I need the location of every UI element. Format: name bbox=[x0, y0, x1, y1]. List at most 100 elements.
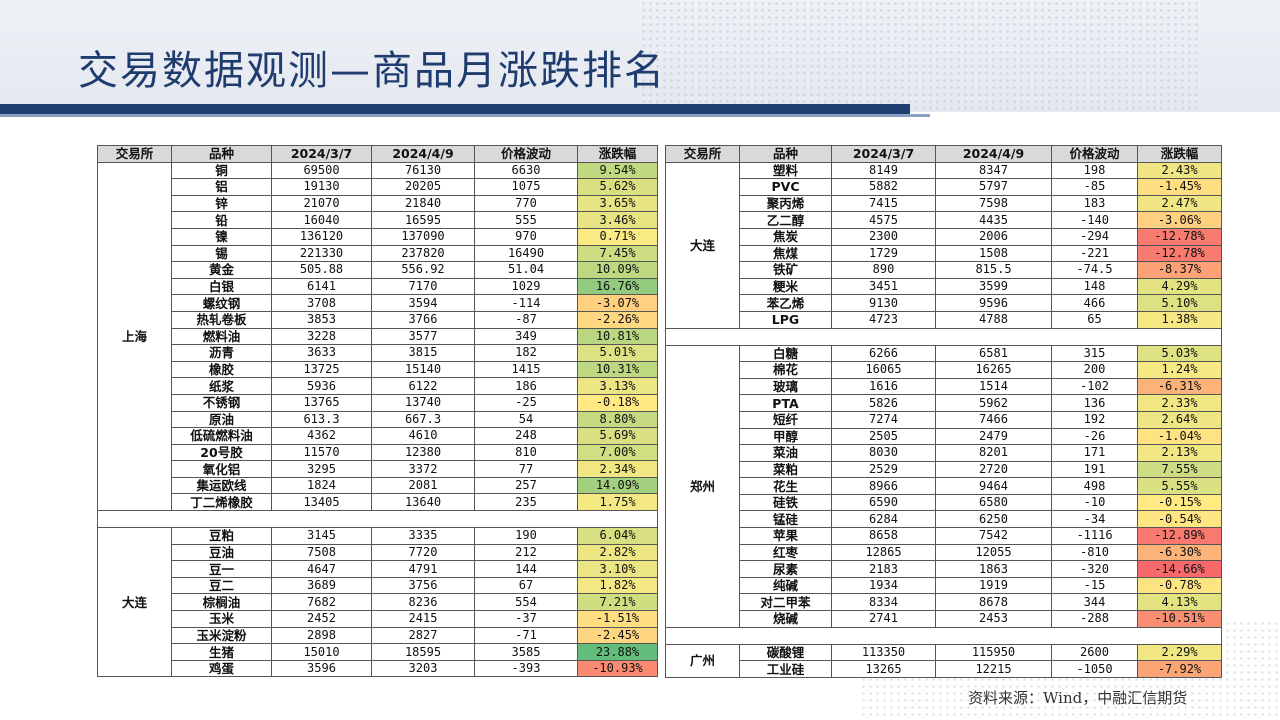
table-row: 焦炭 2300 2006 -294 -12.78% bbox=[666, 227, 1222, 246]
pct-change-cell: 7.45% bbox=[577, 244, 658, 263]
table-row: 硅铁 6590 6580 -10 -0.15% bbox=[666, 493, 1222, 512]
price-date2-cell: 76130 bbox=[371, 161, 475, 180]
table-row: 纯碱 1934 1919 -15 -0.78% bbox=[666, 576, 1222, 595]
table-row: 集运欧线 1824 2081 257 14.09% bbox=[98, 476, 658, 495]
pct-change-cell: -6.30% bbox=[1137, 543, 1222, 562]
price-change-cell: -74.5 bbox=[1051, 261, 1138, 279]
pct-change-cell: -7.92% bbox=[1137, 660, 1222, 678]
table-row: 铝 19130 20205 1075 5.62% bbox=[98, 178, 658, 196]
pct-change-cell: 2.13% bbox=[1137, 444, 1222, 462]
price-change-cell: 183 bbox=[1051, 194, 1138, 213]
price-date2-cell: 20205 bbox=[371, 178, 475, 196]
table-row: 玻璃 1616 1514 -102 -6.31% bbox=[666, 377, 1222, 396]
price-date1-cell: 1729 bbox=[831, 244, 936, 263]
price-date2-cell: 3766 bbox=[371, 310, 475, 329]
pct-change-cell: -8.37% bbox=[1137, 261, 1222, 279]
price-change-cell: 554 bbox=[474, 593, 578, 612]
price-date1-cell: 5882 bbox=[831, 178, 936, 196]
price-change-cell: -102 bbox=[1051, 377, 1138, 396]
pct-change-cell: -12.78% bbox=[1137, 227, 1222, 246]
variety-cell: 豆一 bbox=[171, 560, 272, 578]
variety-cell: LPG bbox=[739, 310, 832, 329]
variety-cell: 塑料 bbox=[739, 161, 832, 180]
price-date2-cell: 1508 bbox=[935, 244, 1052, 263]
variety-cell: 黄金 bbox=[171, 261, 272, 279]
table-row: 豆油 7508 7720 212 2.82% bbox=[98, 543, 658, 562]
pct-change-cell: 9.54% bbox=[577, 161, 658, 180]
price-change-cell: -114 bbox=[474, 294, 578, 312]
price-date1-cell: 15010 bbox=[271, 643, 372, 661]
price-change-cell: -34 bbox=[1051, 510, 1138, 529]
pct-change-cell: 2.34% bbox=[577, 460, 658, 478]
variety-cell: 铝 bbox=[171, 178, 272, 196]
variety-cell: 红枣 bbox=[739, 543, 832, 562]
table-row: 棕榈油 7682 8236 554 7.21% bbox=[98, 593, 658, 612]
price-date1-cell: 21070 bbox=[271, 194, 372, 213]
pct-change-cell: 23.88% bbox=[577, 643, 658, 661]
price-date1-cell: 8030 bbox=[831, 444, 936, 462]
price-date2-cell: 9596 bbox=[935, 294, 1052, 312]
price-date2-cell: 2453 bbox=[935, 610, 1052, 628]
variety-cell: 镍 bbox=[171, 227, 272, 246]
price-change-cell: 212 bbox=[474, 543, 578, 562]
price-date1-cell: 6284 bbox=[831, 510, 936, 529]
price-date2-cell: 3577 bbox=[371, 327, 475, 346]
table-row: 热轧卷板 3853 3766 -87 -2.26% bbox=[98, 310, 658, 329]
table-row: 纸浆 5936 6122 186 3.13% bbox=[98, 377, 658, 395]
variety-cell: 20号胶 bbox=[171, 443, 272, 462]
table-header-row: 交易所 品种 2024/3/7 2024/4/9 价格波动 涨跌幅 bbox=[665, 145, 1222, 163]
table-row: 锌 21070 21840 770 3.65% bbox=[98, 194, 658, 213]
pct-change-cell: -1.45% bbox=[1137, 178, 1222, 196]
price-date1-cell: 505.88 bbox=[271, 261, 372, 279]
price-change-cell: 67 bbox=[474, 576, 578, 595]
price-date2-cell: 6250 bbox=[935, 510, 1052, 529]
exchange-cell: 大连 bbox=[665, 161, 740, 329]
price-change-cell: 315 bbox=[1051, 344, 1138, 363]
price-change-cell: -320 bbox=[1051, 560, 1138, 578]
price-date1-cell: 3708 bbox=[271, 294, 372, 312]
price-date1-cell: 4723 bbox=[831, 310, 936, 329]
price-change-cell: -25 bbox=[474, 393, 578, 412]
price-change-cell: 1415 bbox=[474, 360, 578, 379]
price-change-cell: -37 bbox=[474, 610, 578, 628]
price-date2-cell: 7598 bbox=[935, 194, 1052, 213]
variety-cell: 丁二烯橡胶 bbox=[171, 493, 272, 512]
pct-change-cell: 2.47% bbox=[1137, 194, 1222, 213]
table-row: 粳米 3451 3599 148 4.29% bbox=[666, 277, 1222, 296]
separator-cell bbox=[665, 626, 1222, 645]
variety-cell: 豆二 bbox=[171, 576, 272, 595]
price-date2-cell: 8201 bbox=[935, 444, 1052, 462]
variety-cell: 焦煤 bbox=[739, 244, 832, 263]
variety-cell: 纸浆 bbox=[171, 377, 272, 395]
variety-cell: 纯碱 bbox=[739, 576, 832, 595]
price-date2-cell: 4435 bbox=[935, 211, 1052, 229]
table-row: 玉米淀粉 2898 2827 -71 -2.45% bbox=[98, 626, 658, 645]
table-row: 沥青 3633 3815 182 5.01% bbox=[98, 344, 658, 362]
variety-cell: 甲醇 bbox=[739, 427, 832, 446]
table-header-row: 交易所 品种 2024/3/7 2024/4/9 价格波动 涨跌幅 bbox=[97, 145, 658, 163]
price-date1-cell: 890 bbox=[831, 261, 936, 279]
price-date2-cell: 556.92 bbox=[371, 261, 475, 279]
pct-change-cell: 2.82% bbox=[577, 543, 658, 562]
price-date2-cell: 12055 bbox=[935, 543, 1052, 562]
price-date2-cell: 6581 bbox=[935, 344, 1052, 363]
variety-cell: 锌 bbox=[171, 194, 272, 213]
price-date2-cell: 9464 bbox=[935, 477, 1052, 495]
variety-cell: 锡 bbox=[171, 244, 272, 263]
price-date2-cell: 3756 bbox=[371, 576, 475, 595]
pct-change-cell: 1.75% bbox=[577, 493, 658, 512]
table-row: 大连 豆粕 3145 3335 190 6.04% bbox=[97, 527, 658, 678]
pct-change-cell: 3.65% bbox=[577, 194, 658, 213]
pct-change-cell: 3.13% bbox=[577, 377, 658, 395]
pct-change-cell: 2.29% bbox=[1137, 643, 1222, 662]
price-date1-cell: 13765 bbox=[271, 393, 372, 412]
pct-change-cell: -0.15% bbox=[1137, 493, 1222, 512]
variety-cell: 聚丙烯 bbox=[739, 194, 832, 213]
pct-change-cell: 7.21% bbox=[577, 593, 658, 612]
header-price-change: 价格波动 bbox=[1051, 145, 1138, 163]
table-row: 生猪 15010 18595 3585 23.88% bbox=[98, 643, 658, 661]
variety-cell: 硅铁 bbox=[739, 493, 832, 512]
price-date1-cell: 11570 bbox=[271, 443, 372, 462]
price-date2-cell: 1514 bbox=[935, 377, 1052, 396]
pct-change-cell: 5.03% bbox=[1137, 344, 1222, 363]
